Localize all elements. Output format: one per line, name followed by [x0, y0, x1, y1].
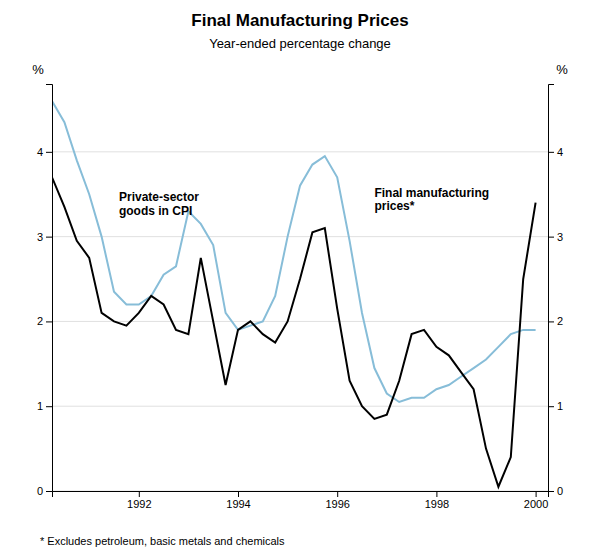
axis: 0 1 2 3 4 — [37, 85, 53, 498]
tick-mark — [536, 491, 537, 497]
tick-label: 1996 — [325, 498, 349, 510]
tick-mark — [548, 237, 554, 238]
annotation-line: Private-sector — [119, 190, 199, 204]
tick-mark — [46, 491, 52, 492]
tick-label: 1 — [37, 400, 43, 412]
grid-line — [52, 236, 548, 237]
tick: 2 — [548, 315, 563, 327]
tick-label: 1998 — [425, 498, 449, 510]
tick: 1 — [37, 400, 52, 412]
tick-label: 3 — [557, 231, 563, 243]
tick-mark — [436, 491, 437, 497]
tick: 1992 — [127, 491, 151, 510]
tick-mark — [46, 406, 52, 407]
annotation-line: prices* — [374, 199, 414, 213]
axis: 1992 1994 1996 1998 2000 — [53, 491, 549, 510]
tick: 1994 — [226, 491, 250, 510]
tick-label: 4 — [557, 146, 563, 158]
plot: 1992 1994 1996 1998 2000 0 1 2 3 4 0 1 2 3 4%% Private-… — [32, 62, 568, 510]
tick-mark — [46, 237, 52, 238]
grid-line — [52, 321, 548, 322]
lines — [52, 101, 536, 487]
tick-label: 3 — [37, 231, 43, 243]
tick-label: 1 — [557, 400, 563, 412]
tick-label: 1994 — [226, 498, 250, 510]
tick-label: 2000 — [524, 498, 548, 510]
tick: 4 — [37, 146, 52, 158]
tick: 2000 — [524, 491, 548, 510]
axis-line — [53, 492, 549, 498]
tick-label: 2 — [557, 315, 563, 327]
tick-mark — [46, 152, 52, 153]
annotation-line: goods in CPI — [119, 204, 192, 218]
tick-mark — [548, 152, 554, 153]
annotation-line: Final manufacturing — [374, 186, 489, 200]
tick: 1998 — [425, 491, 449, 510]
grid-line — [52, 151, 548, 152]
tick-label: 4 — [37, 146, 43, 158]
annotation: Final manufacturingprices* — [374, 186, 489, 214]
tick: 4 — [548, 146, 563, 158]
tick: 0 — [37, 485, 52, 497]
tick-label: 2 — [37, 315, 43, 327]
grid-line — [52, 406, 548, 407]
tick-label: 1992 — [127, 498, 151, 510]
tick: 3 — [37, 231, 52, 243]
tick-mark — [139, 491, 140, 497]
axis-line — [549, 85, 555, 492]
tick-mark — [337, 491, 338, 497]
tick: 2 — [37, 315, 52, 327]
tick: 1996 — [325, 491, 349, 510]
subtitle: Year-ended percentage change — [209, 36, 391, 51]
annotation: Private-sectorgoods in CPI — [119, 190, 199, 218]
line — [52, 177, 536, 486]
line — [52, 101, 536, 402]
tick-mark — [548, 491, 554, 492]
tick: 3 — [548, 231, 563, 243]
grid — [52, 152, 548, 491]
chart: Final Manufacturing Prices Year-ended per… — [0, 0, 600, 555]
tick-mark — [548, 406, 554, 407]
tick-mark — [46, 321, 52, 322]
axis-line — [46, 85, 53, 492]
axis-label: % — [32, 62, 44, 77]
axis-label: % — [556, 62, 568, 77]
axis: 0 1 2 3 4 — [548, 85, 563, 498]
footnote: * Excludes petroleum, basic metals and c… — [40, 535, 285, 547]
tick: 0 — [548, 485, 563, 497]
tick-label: 0 — [557, 485, 563, 497]
title: Final Manufacturing Prices — [191, 11, 408, 30]
tick-mark — [238, 491, 239, 497]
tick-label: 0 — [37, 485, 43, 497]
tick: 1 — [548, 400, 563, 412]
tick-mark — [548, 321, 554, 322]
